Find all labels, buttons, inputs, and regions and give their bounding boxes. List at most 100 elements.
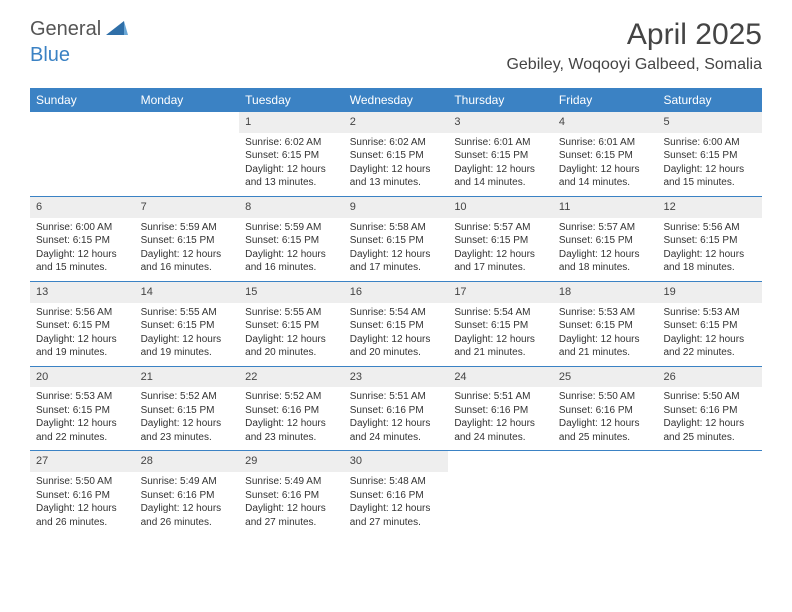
calendar-day: 2Sunrise: 6:02 AMSunset: 6:15 PMDaylight…	[344, 112, 449, 196]
calendar-day: 3Sunrise: 6:01 AMSunset: 6:15 PMDaylight…	[448, 112, 553, 196]
daylight-text: Daylight: 12 hours and 27 minutes.	[245, 502, 338, 529]
day-content: Sunrise: 5:51 AMSunset: 6:16 PMDaylight:…	[448, 387, 553, 450]
calendar-day: 17 Sunrise: 5:54 AMSunset: 6:15 PMDayligh…	[448, 282, 553, 366]
sunrise-text: Sunrise: 5:53 AM	[559, 306, 652, 320]
daylight-text: Daylight: 12 hours and 15 minutes.	[36, 248, 129, 275]
day-content: Sunrise: 6:01 AMSunset: 6:15 PMDaylight:…	[448, 133, 553, 196]
daylight-text: Daylight: 12 hours and 21 minutes.	[454, 333, 547, 360]
sunset-text: Sunset: 6:15 PM	[559, 319, 652, 333]
sunrise-text: Sunrise: 5:48 AM	[350, 475, 443, 489]
sunset-text: Sunset: 6:15 PM	[454, 234, 547, 248]
daylight-text: Daylight: 12 hours and 23 minutes.	[141, 417, 234, 444]
day-content: Sunrise: 5:54 AMSunset: 6:15 PMDaylight:…	[344, 303, 449, 366]
calendar-day: 8Sunrise: 5:59 AMSunset: 6:15 PMDaylight…	[239, 197, 344, 281]
sunset-text: Sunset: 6:16 PM	[36, 489, 129, 503]
day-number: 3	[448, 112, 553, 133]
sunrise-text: Sunrise: 5:53 AM	[36, 390, 129, 404]
sunrise-text: Sunrise: 5:51 AM	[454, 390, 547, 404]
sunset-text: Sunset: 6:16 PM	[141, 489, 234, 503]
calendar-day: 28Sunrise: 5:49 AMSunset: 6:16 PMDayligh…	[135, 451, 240, 535]
weekday-header: Friday	[553, 88, 658, 112]
day-number: 11	[553, 197, 658, 218]
calendar-day	[30, 112, 135, 196]
sunset-text: Sunset: 6:15 PM	[245, 234, 338, 248]
sunrise-text: Sunrise: 5:51 AM	[350, 390, 443, 404]
day-content: Sunrise: 6:01 AMSunset: 6:15 PMDaylight:…	[553, 133, 658, 196]
calendar-day: 11Sunrise: 5:57 AMSunset: 6:15 PMDayligh…	[553, 197, 658, 281]
daylight-text: Daylight: 12 hours and 22 minutes.	[36, 417, 129, 444]
logo-text-blue: Blue	[30, 44, 70, 66]
daylight-text: Daylight: 12 hours and 25 minutes.	[663, 417, 756, 444]
day-number: 16	[344, 282, 449, 303]
day-number: 5	[657, 112, 762, 133]
day-number: 1	[239, 112, 344, 133]
sunrise-text: Sunrise: 5:53 AM	[663, 306, 756, 320]
sunset-text: Sunset: 6:15 PM	[245, 319, 338, 333]
day-number: 12	[657, 197, 762, 218]
day-content: Sunrise: 5:55 AMSunset: 6:15 PMDaylight:…	[135, 303, 240, 366]
day-number: 25	[553, 367, 658, 388]
sunset-text: Sunset: 6:15 PM	[663, 319, 756, 333]
day-number: 13	[30, 282, 135, 303]
calendar-day: 4Sunrise: 6:01 AMSunset: 6:15 PMDaylight…	[553, 112, 658, 196]
sunset-text: Sunset: 6:15 PM	[454, 319, 547, 333]
sunset-text: Sunset: 6:15 PM	[245, 149, 338, 163]
sunset-text: Sunset: 6:15 PM	[663, 234, 756, 248]
calendar-day: 1Sunrise: 6:02 AMSunset: 6:15 PMDaylight…	[239, 112, 344, 196]
sunset-text: Sunset: 6:16 PM	[350, 489, 443, 503]
title-block: April 2025 Gebiley, Woqooyi Galbeed, Som…	[506, 18, 762, 74]
sunset-text: Sunset: 6:15 PM	[559, 234, 652, 248]
sunrise-text: Sunrise: 6:02 AM	[350, 136, 443, 150]
calendar-day: 19Sunrise: 5:53 AMSunset: 6:15 PMDayligh…	[657, 282, 762, 366]
weekday-header: Tuesday	[239, 88, 344, 112]
day-content: Sunrise: 5:52 AMSunset: 6:15 PMDaylight:…	[135, 387, 240, 450]
day-number: 17	[448, 282, 553, 303]
sunrise-text: Sunrise: 5:56 AM	[36, 306, 129, 320]
day-content: Sunrise: 5:58 AMSunset: 6:15 PMDaylight:…	[344, 218, 449, 281]
sunrise-text: Sunrise: 5:59 AM	[141, 221, 234, 235]
weekday-header: Wednesday	[344, 88, 449, 112]
daylight-text: Daylight: 12 hours and 17 minutes.	[350, 248, 443, 275]
daylight-text: Daylight: 12 hours and 14 minutes.	[559, 163, 652, 190]
daylight-text: Daylight: 12 hours and 13 minutes.	[350, 163, 443, 190]
sunrise-text: Sunrise: 6:02 AM	[245, 136, 338, 150]
day-number: 8	[239, 197, 344, 218]
day-number: 22	[239, 367, 344, 388]
calendar-day: 25Sunrise: 5:50 AMSunset: 6:16 PMDayligh…	[553, 367, 658, 451]
daylight-text: Daylight: 12 hours and 20 minutes.	[350, 333, 443, 360]
day-number: 2	[344, 112, 449, 133]
sunrise-text: Sunrise: 5:54 AM	[350, 306, 443, 320]
day-number: 14	[135, 282, 240, 303]
calendar-day: 9Sunrise: 5:58 AMSunset: 6:15 PMDaylight…	[344, 197, 449, 281]
calendar-day	[135, 112, 240, 196]
daylight-text: Daylight: 12 hours and 21 minutes.	[559, 333, 652, 360]
day-content: Sunrise: 5:50 AMSunset: 6:16 PMDaylight:…	[553, 387, 658, 450]
calendar-day: 24Sunrise: 5:51 AMSunset: 6:16 PMDayligh…	[448, 367, 553, 451]
sunset-text: Sunset: 6:16 PM	[663, 404, 756, 418]
header: General April 2025 Gebiley, Woqooyi Galb…	[0, 0, 792, 80]
daylight-text: Daylight: 12 hours and 24 minutes.	[454, 417, 547, 444]
daylight-text: Daylight: 12 hours and 16 minutes.	[245, 248, 338, 275]
sunrise-text: Sunrise: 6:00 AM	[663, 136, 756, 150]
day-content: Sunrise: 5:50 AMSunset: 6:16 PMDaylight:…	[30, 472, 135, 535]
calendar: Sunday Monday Tuesday Wednesday Thursday…	[30, 88, 762, 535]
calendar-day	[448, 451, 553, 535]
day-content: Sunrise: 5:49 AMSunset: 6:16 PMDaylight:…	[239, 472, 344, 535]
day-number: 28	[135, 451, 240, 472]
daylight-text: Daylight: 12 hours and 17 minutes.	[454, 248, 547, 275]
sunset-text: Sunset: 6:15 PM	[141, 404, 234, 418]
sunrise-text: Sunrise: 5:55 AM	[245, 306, 338, 320]
calendar-day: 14Sunrise: 5:55 AMSunset: 6:15 PMDayligh…	[135, 282, 240, 366]
calendar-day: 16Sunrise: 5:54 AMSunset: 6:15 PMDayligh…	[344, 282, 449, 366]
day-number: 21	[135, 367, 240, 388]
sunrise-text: Sunrise: 6:01 AM	[559, 136, 652, 150]
sunrise-text: Sunrise: 5:54 AM	[454, 306, 547, 320]
day-content: Sunrise: 5:49 AMSunset: 6:16 PMDaylight:…	[135, 472, 240, 535]
sunset-text: Sunset: 6:16 PM	[245, 404, 338, 418]
calendar-day: 6Sunrise: 6:00 AMSunset: 6:15 PMDaylight…	[30, 197, 135, 281]
sunrise-text: Sunrise: 5:50 AM	[36, 475, 129, 489]
sunrise-text: Sunrise: 5:52 AM	[141, 390, 234, 404]
calendar-day: 30Sunrise: 5:48 AMSunset: 6:16 PMDayligh…	[344, 451, 449, 535]
daylight-text: Daylight: 12 hours and 26 minutes.	[36, 502, 129, 529]
daylight-text: Daylight: 12 hours and 15 minutes.	[663, 163, 756, 190]
